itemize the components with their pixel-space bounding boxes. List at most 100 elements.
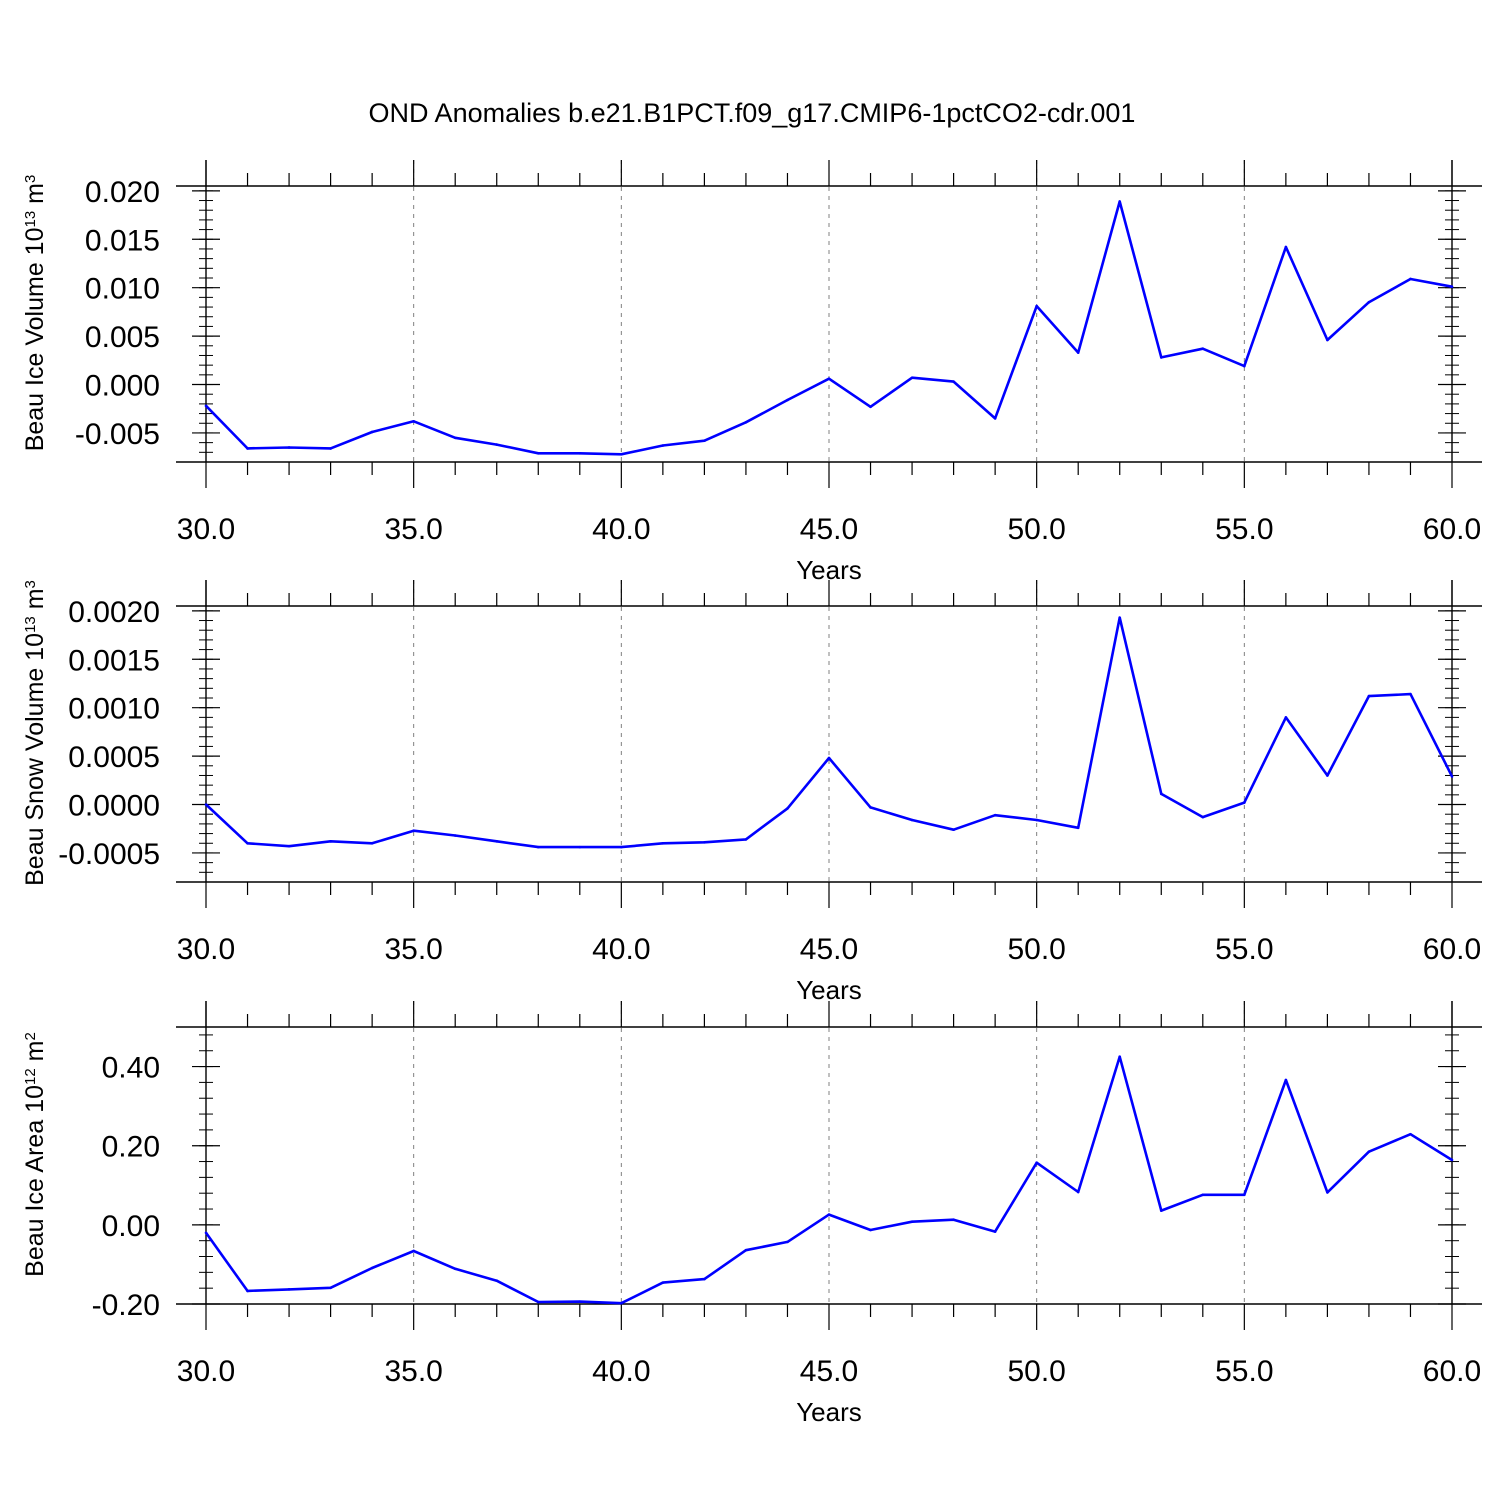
data-point [287, 1288, 291, 1291]
snow-volume-panel: -0.0005 0.0000 0.0005 0.0010 0.0015 0.0020 30.… [21, 580, 1482, 1005]
y-axis-label: Beau Ice Area 1012 m2 [21, 1032, 49, 1277]
x-axis-label: Years [796, 1397, 862, 1427]
data-point [620, 1301, 623, 1305]
x-tick-label: 45.0 [800, 1355, 858, 1388]
y-tick-label: 0.0000 [68, 790, 160, 823]
data-point [204, 803, 208, 806]
data-point [1284, 1078, 1288, 1082]
data-point [1284, 245, 1288, 249]
data-point [1450, 285, 1454, 289]
x-tick-label: 35.0 [384, 933, 442, 966]
x-tick-label: 55.0 [1215, 933, 1273, 966]
data-point [661, 841, 665, 845]
figure-title: OND Anomalies b.e21.B1PCT.f09_g17.CMIP6-… [369, 98, 1136, 128]
data-point [370, 1266, 374, 1270]
y-tick-label: 0.0005 [68, 741, 160, 774]
x-tick-label: 50.0 [1007, 933, 1065, 966]
data-point [1118, 200, 1122, 203]
x-tick-label: 30.0 [177, 513, 235, 546]
x-tick-label: 50.0 [1007, 513, 1065, 546]
data-point [910, 376, 914, 380]
data-point [1367, 1150, 1371, 1153]
x-tick-label: 55.0 [1215, 1355, 1273, 1388]
y-tick-label: 0.00 [102, 1210, 160, 1243]
data-point [1201, 815, 1205, 819]
data-point [1159, 356, 1163, 359]
data-point [952, 380, 955, 383]
y-label-unit: m [21, 588, 49, 616]
data-point [952, 1218, 955, 1222]
data-point [869, 1228, 872, 1232]
data-point [1367, 694, 1371, 698]
x-tick-label: 50.0 [1007, 1355, 1065, 1388]
data-point [1076, 351, 1080, 354]
x-tick-label: 40.0 [592, 513, 650, 546]
data-point [1035, 818, 1038, 822]
y-tick-label: 0.0015 [68, 644, 160, 677]
data-point [620, 845, 623, 849]
data-point [993, 417, 997, 420]
data-point [246, 1289, 249, 1293]
y-tick-label: 0.000 [85, 370, 160, 403]
data-point [827, 377, 831, 381]
data-point [1326, 338, 1329, 342]
y-label-unit: m [21, 1041, 49, 1069]
data-point [1035, 1161, 1038, 1165]
data-point [910, 818, 914, 822]
data-point [786, 398, 789, 402]
data-point [869, 806, 872, 809]
y-tick-label: -0.0005 [58, 838, 160, 871]
panels: -0.005 0.000 0.005 0.010 0.015 0.020 30.0 35.0 4… [21, 160, 1482, 1427]
data-point [620, 452, 623, 456]
x-tick-label: 35.0 [384, 513, 442, 546]
data-point [744, 420, 748, 424]
data-point [1326, 1191, 1329, 1194]
data-point [952, 828, 955, 832]
data-point [827, 756, 831, 760]
x-tick-label: 45.0 [800, 933, 858, 966]
data-point [1409, 277, 1412, 281]
y-label-text: Beau Ice Area 10 [21, 1085, 49, 1277]
x-tick-label: 60.0 [1423, 1355, 1481, 1388]
data-point [1201, 347, 1205, 350]
data-point [703, 1277, 706, 1281]
data-point [412, 829, 415, 832]
data-point [661, 444, 665, 447]
data-point [703, 840, 706, 844]
y-label-unit-exponent: 3 [22, 580, 39, 588]
data-point [993, 1230, 997, 1233]
data-point [910, 1220, 914, 1223]
y-tick-label: 0.0020 [68, 596, 160, 629]
data-point [744, 1248, 748, 1252]
data-point [661, 1281, 665, 1284]
data-point [703, 439, 706, 442]
data-point [495, 443, 499, 446]
y-axis-label: Beau Snow Volume 1013 m3 [21, 580, 49, 886]
y-label-unit: m [21, 183, 49, 211]
data-point [329, 447, 332, 450]
data-point [1118, 616, 1122, 619]
data-point [1450, 1158, 1454, 1162]
x-tick-label: 40.0 [592, 1355, 650, 1388]
data-point [993, 813, 997, 817]
data-point [1284, 716, 1288, 719]
data-point [1076, 826, 1080, 830]
y-label-exponent: 12 [22, 1068, 39, 1085]
ice-area-panel: -0.20 0.00 0.20 0.40 30.0 35.0 40.0 45.0 50.0 55.… [21, 1001, 1482, 1427]
data-point [329, 840, 332, 843]
series-line [205, 200, 1453, 456]
y-tick-label: 0.20 [102, 1131, 160, 1164]
data-point [246, 841, 249, 845]
x-tick-label: 30.0 [177, 933, 235, 966]
data-point [246, 447, 249, 450]
data-point [1450, 775, 1454, 778]
y-tick-label: -0.005 [75, 418, 160, 451]
data-point [495, 1279, 499, 1282]
y-axis-label: Beau Ice Volume 1013 m3 [21, 175, 49, 452]
x-axis-label: Years [796, 975, 862, 1005]
data-point [1367, 300, 1371, 304]
data-point [536, 451, 540, 455]
data-point [578, 845, 582, 849]
data-point [204, 404, 208, 408]
